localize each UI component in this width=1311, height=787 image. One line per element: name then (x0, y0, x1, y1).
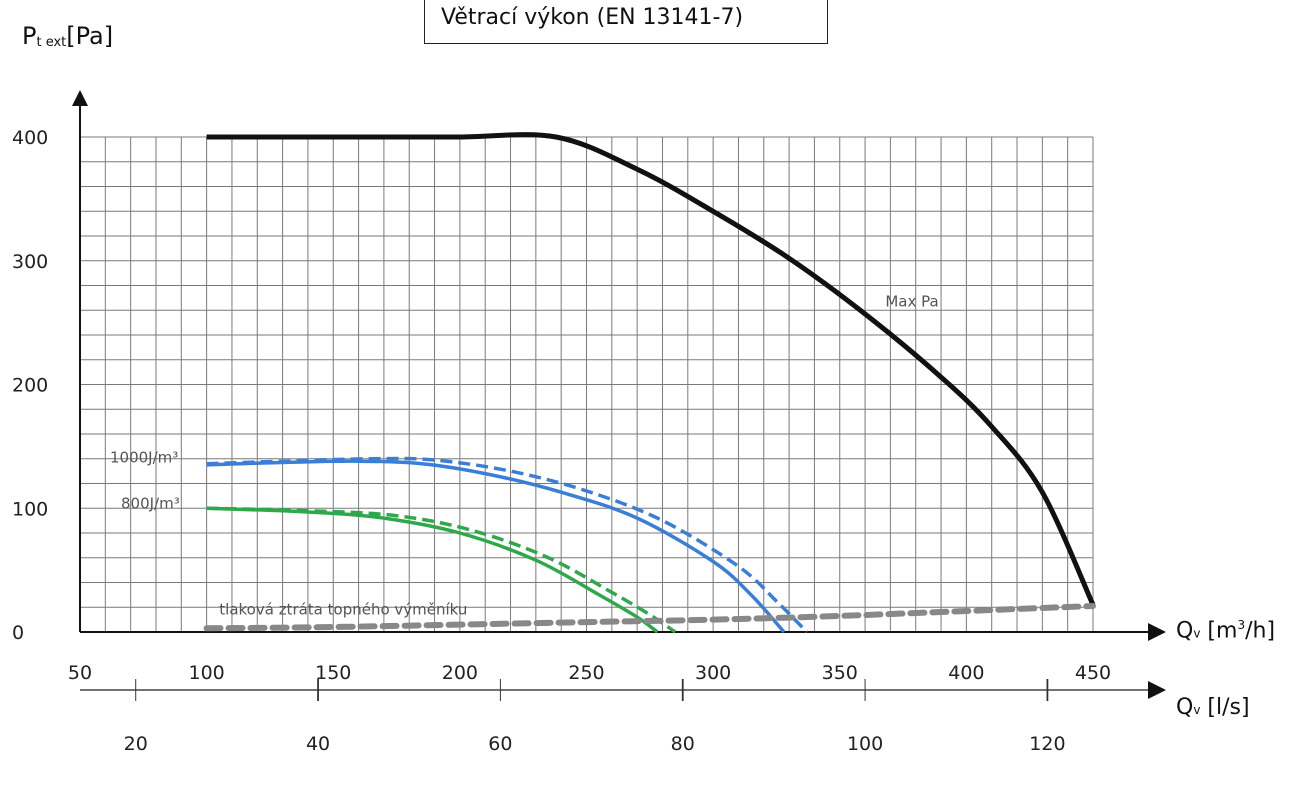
x-axis-label-m3h-sup: 3 (1237, 618, 1246, 632)
x-secondary-tick-label: 80 (671, 733, 695, 755)
x-tick-label: 250 (568, 662, 604, 684)
x-axis-label-ls-unit: [l/s] (1200, 695, 1250, 720)
x-tick-label: 350 (822, 662, 858, 684)
x-tick-label: 400 (948, 662, 984, 684)
x-axis-label-ls-sub: v (1193, 703, 1201, 717)
series-label-max-pa: Max Pa (885, 293, 938, 311)
labels-layer: 0 100 200 300 400 50 100 150 200 250 300 350 400 450 2… (12, 127, 1111, 755)
x-axis-label-m3h-prefix: Q (1176, 618, 1194, 644)
x-tick-label: 300 (695, 662, 731, 684)
x-tick-label: 100 (188, 662, 224, 684)
x-axis-label-m3h: Qv [m3/h] (1176, 618, 1275, 643)
x-axis-label-m3h-unit-a: [m (1200, 618, 1238, 644)
x-tick-label: 50 (68, 662, 92, 684)
x-secondary-tick-label: 20 (124, 733, 148, 755)
y-tick-label: 100 (12, 498, 48, 520)
chart-title-box: Větrací výkon (EN 13141-7) (424, 0, 828, 44)
series-label-heat-exchanger: tlaková ztráta topného výměníku (219, 601, 467, 619)
x-secondary-tick-label: 60 (488, 733, 512, 755)
x-tick-label: 150 (315, 662, 351, 684)
series-line-5 (203, 603, 1096, 632)
x-axis-secondary-arrow-icon (1148, 681, 1166, 699)
y-tick-label: 0 (12, 622, 24, 644)
x-secondary-tick-label: 40 (306, 733, 330, 755)
y-axis-label-sub: t ext (36, 35, 67, 50)
y-axis-label: Pt ext[Pa] (22, 22, 113, 50)
x-axis-label-m3h-unit-b: /h] (1245, 618, 1276, 644)
y-axis-label-unit: [Pa] (66, 22, 114, 50)
series-layer (203, 132, 1096, 634)
x-axis-label-ls: Qv [l/s] (1176, 695, 1250, 720)
series-line-4 (206, 506, 677, 634)
y-axis-label-main: P (22, 22, 37, 50)
y-tick-label: 200 (12, 375, 48, 397)
x-axis-arrow-icon (1148, 623, 1166, 641)
axes (72, 90, 1166, 701)
grid (79, 136, 1094, 633)
series-line-2 (206, 456, 809, 634)
y-tick-label: 300 (12, 251, 48, 273)
series-label-800: 800J/m³ (121, 494, 180, 512)
x-axis-label-ls-prefix: Q (1176, 695, 1194, 720)
y-tick-label: 400 (12, 127, 48, 149)
x-tick-label: 450 (1075, 662, 1111, 684)
x-tick-label: 200 (442, 662, 478, 684)
x-secondary-tick-label: 100 (847, 733, 883, 755)
series-label-1000: 1000J/m³ (110, 448, 178, 466)
y-axis-arrow-icon (72, 90, 88, 106)
series-line-0 (206, 132, 1096, 606)
x-secondary-tick-label: 120 (1029, 733, 1065, 755)
chart-title: Větrací výkon (EN 13141-7) (441, 5, 744, 30)
x-axis-label-m3h-sub: v (1193, 626, 1201, 641)
